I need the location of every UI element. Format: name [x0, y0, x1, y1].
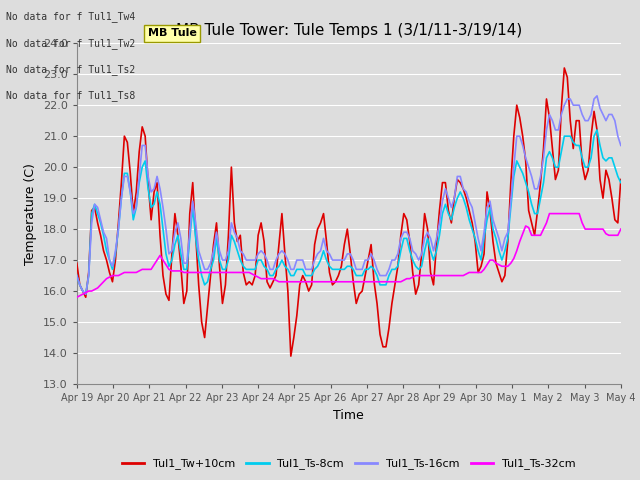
- Text: No data for f Tul1_Tw4: No data for f Tul1_Tw4: [6, 11, 136, 22]
- Tul1_Tw+10cm: [561, 65, 568, 71]
- Tul1_Tw+10cm: [608, 195, 616, 201]
- Tul1_Ts-32cm: [617, 226, 625, 232]
- Text: No data for f Tul1_Ts8: No data for f Tul1_Ts8: [6, 90, 136, 101]
- Tul1_Ts-16cm: [79, 288, 86, 294]
- Tul1_Ts-16cm: [608, 111, 616, 117]
- Tul1_Ts-16cm: [82, 291, 90, 297]
- Tul1_Ts-8cm: [614, 174, 621, 180]
- Tul1_Ts-32cm: [257, 276, 265, 282]
- Tul1_Tw+10cm: [79, 288, 86, 294]
- Title: MB Tule Tower: Tule Temps 1 (3/1/11-3/19/14): MB Tule Tower: Tule Temps 1 (3/1/11-3/19…: [175, 23, 522, 38]
- Tul1_Tw+10cm: [284, 288, 292, 294]
- Tul1_Ts-8cm: [617, 180, 625, 185]
- Tul1_Ts-8cm: [326, 264, 333, 269]
- Tul1_Ts-16cm: [287, 266, 294, 272]
- Text: No data for f Tul1_Ts2: No data for f Tul1_Ts2: [6, 64, 136, 75]
- Tul1_Ts-16cm: [617, 143, 625, 148]
- Tul1_Ts-32cm: [79, 291, 86, 297]
- Tul1_Ts-16cm: [260, 251, 268, 257]
- Tul1_Ts-32cm: [605, 232, 612, 238]
- Tul1_Ts-16cm: [593, 93, 601, 99]
- Tul1_Ts-8cm: [287, 273, 294, 278]
- Tul1_Tw+10cm: [73, 260, 81, 266]
- Tul1_Ts-8cm: [593, 127, 601, 133]
- Text: No data for f Tul1_Tw2: No data for f Tul1_Tw2: [6, 37, 136, 48]
- Tul1_Tw+10cm: [326, 270, 333, 276]
- Tul1_Ts-8cm: [608, 155, 616, 161]
- Tul1_Ts-8cm: [82, 291, 90, 297]
- Tul1_Ts-8cm: [260, 264, 268, 269]
- Tul1_Ts-16cm: [326, 251, 333, 257]
- Text: MB Tule: MB Tule: [147, 28, 196, 38]
- Line: Tul1_Ts-16cm: Tul1_Ts-16cm: [77, 96, 621, 294]
- Tul1_Tw+10cm: [287, 353, 294, 359]
- Tul1_Tw+10cm: [614, 220, 621, 226]
- Y-axis label: Temperature (C): Temperature (C): [24, 163, 37, 264]
- Tul1_Ts-32cm: [323, 279, 330, 285]
- Legend: Tul1_Tw+10cm, Tul1_Ts-8cm, Tul1_Ts-16cm, Tul1_Ts-32cm: Tul1_Tw+10cm, Tul1_Ts-8cm, Tul1_Ts-16cm,…: [118, 454, 580, 474]
- Tul1_Ts-16cm: [614, 133, 621, 139]
- Tul1_Ts-8cm: [73, 273, 81, 278]
- Tul1_Tw+10cm: [257, 220, 265, 226]
- Tul1_Ts-8cm: [79, 288, 86, 294]
- Tul1_Tw+10cm: [617, 177, 625, 182]
- X-axis label: Time: Time: [333, 408, 364, 421]
- Tul1_Ts-16cm: [73, 273, 81, 278]
- Tul1_Ts-32cm: [73, 294, 81, 300]
- Tul1_Ts-32cm: [611, 232, 619, 238]
- Line: Tul1_Ts-32cm: Tul1_Ts-32cm: [77, 214, 621, 297]
- Tul1_Ts-32cm: [546, 211, 554, 216]
- Line: Tul1_Ts-8cm: Tul1_Ts-8cm: [77, 130, 621, 294]
- Tul1_Ts-32cm: [284, 279, 292, 285]
- Line: Tul1_Tw+10cm: Tul1_Tw+10cm: [77, 68, 621, 356]
